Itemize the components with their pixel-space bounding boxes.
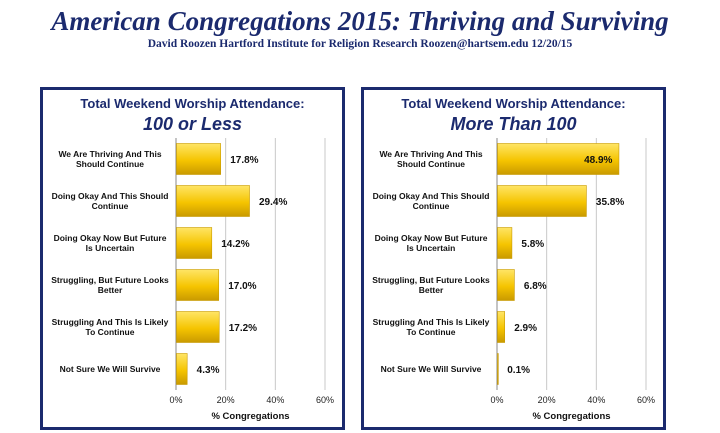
bar-value-label: 0.1% — [507, 365, 530, 376]
x-axis-title: % Congregations — [211, 411, 289, 422]
x-tick-label: 40% — [587, 395, 605, 405]
chart-title: Total Weekend Worship Attendance: — [401, 96, 626, 111]
bar — [176, 143, 222, 175]
bar — [497, 143, 620, 175]
bar-value-label: 29.4% — [259, 197, 287, 208]
bar-value-label: 4.3% — [197, 365, 220, 376]
x-axis-title: % Congregations — [532, 411, 610, 422]
chart-title: Total Weekend Worship Attendance: — [80, 96, 305, 111]
bar — [497, 269, 515, 301]
category-label: Not Sure We Will Survive — [59, 364, 161, 374]
bar-value-label: 17.8% — [230, 155, 258, 166]
x-tick-label: 0% — [169, 395, 182, 405]
category-label: Struggling And This Is Likely To Continu… — [51, 317, 169, 337]
bar-value-label: 6.8% — [524, 281, 547, 292]
bar — [497, 227, 513, 259]
bar — [497, 311, 506, 343]
chart-subtitle: More Than 100 — [450, 114, 577, 134]
category-label: Doing Okay Now But Future Is Uncertain — [53, 233, 167, 253]
x-tick-label: 60% — [637, 395, 655, 405]
category-label: Doing Okay And This Should Continue — [51, 191, 169, 211]
chart-svg: 0% 20% 40% 60% % Congregations 48.9% 35.8% 5.8%… — [490, 138, 655, 422]
category-label: Struggling, But Future Looks Better — [372, 275, 490, 295]
chart-svg: 0% 20% 40% 60% % Congregations 17.8% 29.4% 14.2… — [169, 138, 334, 422]
category-label: We Are Thriving And This Should Continue — [58, 149, 162, 169]
page-title: American Congregations 2015: Thriving an… — [51, 6, 669, 36]
chart-panel-small: Total Weekend Worship Attendance: 100 or… — [40, 87, 345, 430]
page-subtitle: David Roozen Hartford Institute for Reli… — [147, 38, 573, 50]
bar-value-label: 17.0% — [228, 281, 256, 292]
bar — [176, 269, 220, 301]
category-label: Doing Okay Now But Future Is Uncertain — [374, 233, 488, 253]
bar-value-label: 48.9% — [584, 155, 612, 166]
bar — [176, 227, 213, 259]
bar-value-label: 14.2% — [221, 239, 249, 250]
category-label: Struggling, But Future Looks Better — [51, 275, 169, 295]
x-tick-label: 60% — [316, 395, 334, 405]
chart-subtitle: 100 or Less — [142, 114, 243, 134]
x-tick-label: 20% — [538, 395, 556, 405]
x-tick-label: 40% — [266, 395, 284, 405]
bar-value-label: 5.8% — [521, 239, 544, 250]
bar — [497, 353, 499, 385]
bar — [497, 185, 587, 217]
category-label: Doing Okay And This Should Continue — [372, 191, 490, 211]
bar-value-label: 35.8% — [596, 197, 624, 208]
bar-value-label: 17.2% — [229, 323, 257, 334]
chart-panel-large: Total Weekend Worship Attendance: More T… — [361, 87, 666, 430]
x-tick-label: 20% — [217, 395, 235, 405]
category-label: We Are Thriving And This Should Continue — [379, 149, 483, 169]
bar — [176, 185, 250, 217]
category-label: Struggling And This Is Likely To Continu… — [372, 317, 490, 337]
category-label: Not Sure We Will Survive — [380, 364, 482, 374]
bar-value-label: 2.9% — [514, 323, 537, 334]
bar — [176, 353, 188, 385]
bar — [176, 311, 220, 343]
x-tick-label: 0% — [490, 395, 503, 405]
